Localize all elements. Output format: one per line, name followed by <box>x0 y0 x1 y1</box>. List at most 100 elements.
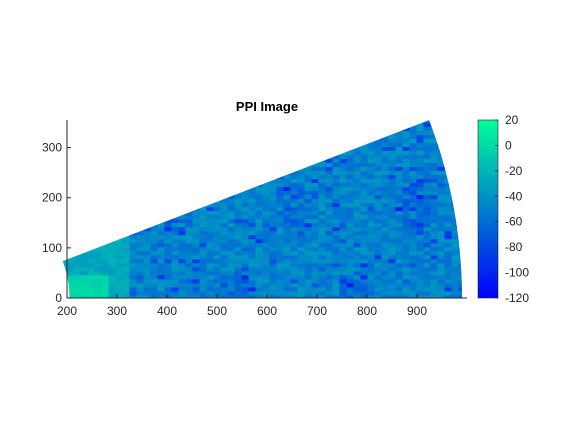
ppi-cell <box>283 206 291 212</box>
ppi-cell <box>276 234 284 240</box>
ppi-cell <box>423 190 431 196</box>
ppi-cell <box>73 158 81 164</box>
ppi-cell <box>318 194 326 200</box>
ppi-cell <box>213 270 221 276</box>
ppi-cell <box>185 262 193 268</box>
ppi-cell <box>137 114 144 118</box>
ppi-cell <box>451 282 459 288</box>
ppi-cell <box>395 122 403 127</box>
ppi-cell <box>297 290 305 296</box>
ppi-cell <box>129 186 137 192</box>
ppi-cell <box>304 242 312 248</box>
ppi-cell <box>185 122 193 127</box>
ppi-cell <box>87 154 95 160</box>
ppi-cell <box>304 202 312 208</box>
ppi-cell <box>171 282 179 288</box>
ppi-cell <box>311 162 319 168</box>
ppi-cell <box>255 126 263 131</box>
ppi-cell <box>206 194 214 200</box>
ppi-cell <box>62 266 67 272</box>
ppi-cell <box>199 254 207 260</box>
ppi-cell <box>402 202 410 208</box>
ppi-cell <box>367 266 375 272</box>
ppi-cell <box>325 282 333 288</box>
ppi-cell <box>94 150 102 155</box>
ppi-cell <box>416 194 424 200</box>
ppi-cell <box>402 294 410 298</box>
ppi-cell <box>87 130 95 135</box>
ppi-cell <box>424 114 431 118</box>
ppi-cell <box>185 242 193 248</box>
ppi-cell <box>451 122 459 127</box>
ppi-cell <box>150 266 158 272</box>
ppi-cell <box>115 254 123 260</box>
ppi-cell <box>248 222 256 228</box>
ppi-cell <box>136 162 144 168</box>
ppi-cell <box>213 122 221 127</box>
ppi-cell <box>444 226 452 232</box>
ppi-cell <box>192 270 200 276</box>
ppi-cell <box>115 202 123 208</box>
ppi-cell <box>339 290 347 296</box>
ppi-cell <box>94 202 102 208</box>
ppi-cell <box>94 266 102 272</box>
ppi-cell <box>269 162 277 168</box>
ppi-cell <box>255 142 263 147</box>
ppi-cell <box>409 190 417 196</box>
ppi-cell <box>339 278 347 284</box>
ppi-cell <box>437 190 445 196</box>
ppi-cell <box>423 214 431 220</box>
ppi-cell <box>206 198 214 204</box>
colorbar-gradient <box>477 119 499 299</box>
ppi-cell <box>283 254 291 260</box>
ppi-cell <box>171 134 179 139</box>
ppi-cell <box>458 290 462 296</box>
ppi-cell <box>143 186 151 192</box>
ppi-cell <box>66 170 74 176</box>
ppi-cell <box>101 162 109 168</box>
ppi-cell <box>332 242 340 248</box>
ppi-cell <box>319 299 326 303</box>
ppi-cell <box>143 214 151 220</box>
ppi-cell <box>157 150 165 155</box>
ppi-cell <box>80 142 88 147</box>
ppi-cell <box>129 158 137 164</box>
ppi-cell <box>122 238 130 244</box>
ppi-cell <box>136 270 144 276</box>
ppi-cell <box>311 206 319 212</box>
ppi-cell <box>87 230 95 236</box>
ppi-cell <box>60 114 67 118</box>
ppi-cell <box>157 190 165 196</box>
ppi-cell <box>150 242 158 248</box>
ppi-cell <box>115 186 123 192</box>
ppi-cell <box>220 282 228 288</box>
ppi-cell <box>290 202 298 208</box>
ppi-cell <box>143 158 151 164</box>
chart-title: PPI Image <box>236 99 298 114</box>
ppi-cell <box>290 170 298 176</box>
ppi-cell <box>73 122 81 127</box>
ppi-cell <box>466 263 473 267</box>
ppi-cell <box>108 198 116 204</box>
ppi-cell <box>452 299 459 303</box>
ppi-cell <box>213 258 221 264</box>
ppi-cell <box>381 150 389 155</box>
ppi-cell <box>374 178 382 184</box>
ppi-cell <box>402 150 410 155</box>
ppi-cell <box>437 258 445 264</box>
ppi-cell <box>451 218 459 224</box>
ppi-cell <box>325 266 333 272</box>
ppi-cell <box>388 294 396 298</box>
ppi-cell <box>157 222 165 228</box>
ppi-cell <box>297 222 305 228</box>
ppi-cell <box>304 142 312 147</box>
ppi-cell <box>381 210 389 216</box>
ppi-cell <box>192 286 200 292</box>
ppi-cell <box>213 150 221 155</box>
ppi-cell <box>318 202 326 208</box>
ppi-cell <box>101 178 109 184</box>
ppi-cell <box>374 214 382 220</box>
ppi-cell <box>297 120 305 123</box>
ppi-cell <box>143 166 151 172</box>
ppi-cell <box>409 206 417 212</box>
